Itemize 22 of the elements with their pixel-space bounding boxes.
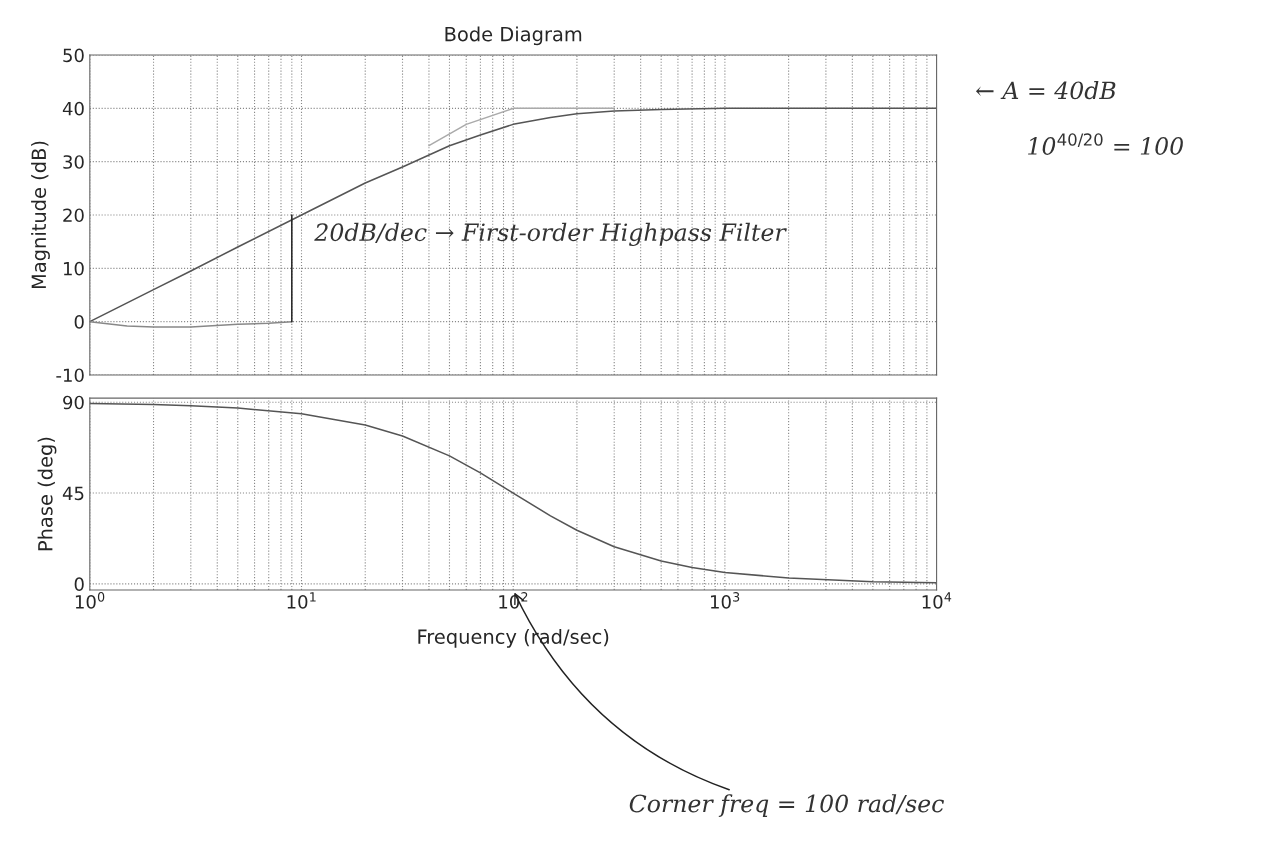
x-tick-label: 10$^{2}$ bbox=[499, 592, 528, 609]
y-tick-label: 90 bbox=[63, 395, 84, 410]
y-tick-label: 0 bbox=[74, 315, 84, 329]
x-tick-label: 10$^{0}$ bbox=[75, 592, 105, 609]
y-axis-title: Magnitude (dB) bbox=[31, 141, 50, 289]
y-tick-label: 30 bbox=[63, 155, 84, 169]
text: Corner freq = 100 rad/sec bbox=[629, 794, 944, 817]
chart-title: Bode Diagram bbox=[445, 26, 582, 46]
y-tick-label: 45 bbox=[62, 486, 84, 501]
y-axis-title: Phase (deg) bbox=[37, 437, 57, 551]
x-tick-label: 10$^{1}$ bbox=[287, 592, 316, 609]
x-tick-label: 10$^{4}$ bbox=[922, 592, 952, 609]
y-tick-label: 0 bbox=[74, 577, 84, 592]
y-tick-label: -10 bbox=[56, 368, 84, 383]
y-tick-label: 20 bbox=[63, 208, 84, 223]
text: 10$^{40/20}$ = 100 bbox=[1028, 133, 1183, 155]
annotation: 20dB/dec → First-order Highpass Filter bbox=[314, 222, 787, 247]
y-tick-label: 10 bbox=[63, 261, 84, 276]
y-tick-label: 50 bbox=[63, 48, 84, 63]
text: ← A = 40dB bbox=[975, 80, 1116, 100]
x-tick-label: 10$^{3}$ bbox=[710, 592, 740, 609]
y-tick-label: 40 bbox=[62, 101, 84, 116]
